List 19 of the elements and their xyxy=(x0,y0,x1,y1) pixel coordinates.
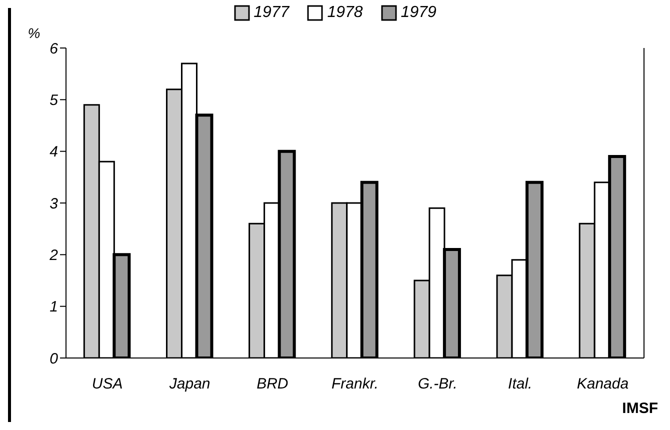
x-tick-label: Japan xyxy=(168,376,210,393)
y-tick-label: 2 xyxy=(48,246,59,264)
y-tick-label: 3 xyxy=(50,195,59,212)
x-tick-label: BRD xyxy=(256,376,288,393)
y-tick-label: 6 xyxy=(50,40,59,58)
x-tick-label: USA xyxy=(92,376,123,393)
legend-label: 1978 xyxy=(327,4,363,22)
legend-label: 1977 xyxy=(254,4,290,22)
x-tick-label: Ital. xyxy=(508,376,532,393)
y-tick-label: 0 xyxy=(50,350,59,368)
x-tick-label: Kanada xyxy=(576,376,629,393)
y-axis-title: % xyxy=(28,25,40,41)
text: IMSF xyxy=(622,400,658,417)
x-tick-label: Frankr. xyxy=(332,376,378,393)
x-tick-label: G.-Br. xyxy=(418,376,458,393)
legend-label: 1979 xyxy=(400,4,436,22)
y-tick-label: 5 xyxy=(50,92,59,109)
y-tick-label: 1 xyxy=(50,298,58,316)
y-tick-label: 4 xyxy=(50,144,58,161)
